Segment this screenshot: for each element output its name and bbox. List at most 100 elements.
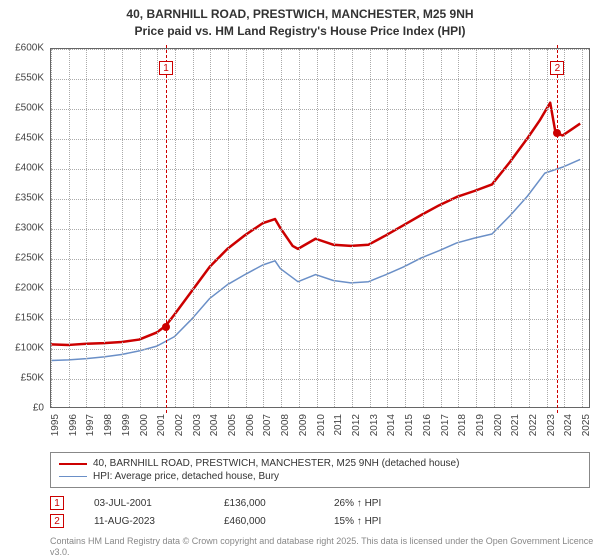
gridline-vertical <box>441 49 442 407</box>
event-price: £136,000 <box>224 498 304 509</box>
y-tick-label: £250K <box>15 253 44 264</box>
x-tick-label: 2017 <box>440 414 451 436</box>
x-tick-label: 1997 <box>85 414 96 436</box>
legend: 40, BARNHILL ROAD, PRESTWICH, MANCHESTER… <box>50 452 590 488</box>
x-tick-label: 2025 <box>581 414 592 436</box>
x-tick-label: 2006 <box>245 414 256 436</box>
x-tick-label: 2003 <box>192 414 203 436</box>
event-price: £460,000 <box>224 516 304 527</box>
x-tick-label: 2018 <box>457 414 468 436</box>
x-tick-label: 2016 <box>422 414 433 436</box>
gridline-vertical <box>193 49 194 407</box>
gridline-vertical <box>299 49 300 407</box>
event-marker-line <box>557 45 558 413</box>
x-tick-label: 1995 <box>50 414 61 436</box>
gridline-vertical <box>547 49 548 407</box>
legend-label: HPI: Average price, detached house, Bury <box>93 471 279 482</box>
gridline-vertical <box>564 49 565 407</box>
gridline-vertical <box>228 49 229 407</box>
y-tick-label: £500K <box>15 103 44 114</box>
gridline-vertical <box>370 49 371 407</box>
x-tick-label: 2000 <box>139 414 150 436</box>
event-date: 11-AUG-2023 <box>94 516 194 527</box>
gridline-horizontal <box>51 259 589 260</box>
x-tick-label: 2011 <box>333 414 344 436</box>
gridline-vertical <box>582 49 583 407</box>
event-marker-dot <box>553 129 561 137</box>
gridline-vertical <box>263 49 264 407</box>
gridline-vertical <box>423 49 424 407</box>
gridline-horizontal <box>51 199 589 200</box>
x-tick-label: 2020 <box>493 414 504 436</box>
event-table: 1 03-JUL-2001 £136,000 26% ↑ HPI 2 11-AUG-202… <box>50 494 590 530</box>
x-tick-label: 2009 <box>298 414 309 436</box>
event-row: 211-AUG-2023£460,00015% ↑ HPI <box>50 512 590 530</box>
x-tick-label: 2022 <box>528 414 539 436</box>
chart-title: 40, BARNHILL ROAD, PRESTWICH, MANCHESTER… <box>0 0 600 40</box>
x-tick-label: 2004 <box>209 414 220 436</box>
event-id-box: 2 <box>50 514 64 528</box>
gridline-vertical <box>175 49 176 407</box>
gridline-vertical <box>86 49 87 407</box>
gridline-vertical <box>494 49 495 407</box>
gridline-vertical <box>51 49 52 407</box>
x-tick-label: 2024 <box>563 414 574 436</box>
x-tick-label: 2019 <box>475 414 486 436</box>
legend-row: HPI: Average price, detached house, Bury <box>59 470 581 483</box>
gridline-vertical <box>69 49 70 407</box>
event-diff: 26% ↑ HPI <box>334 498 414 509</box>
y-tick-label: £100K <box>15 343 44 354</box>
y-tick-label: £350K <box>15 193 44 204</box>
gridline-vertical <box>476 49 477 407</box>
gridline-vertical <box>405 49 406 407</box>
chart-lines <box>51 49 589 407</box>
event-marker-box: 2 <box>550 61 564 75</box>
gridline-vertical <box>529 49 530 407</box>
gridline-vertical <box>122 49 123 407</box>
gridline-horizontal <box>51 109 589 110</box>
gridline-vertical <box>458 49 459 407</box>
y-tick-label: £450K <box>15 133 44 144</box>
y-tick-label: £0 <box>33 403 44 414</box>
title-line-2: Price paid vs. HM Land Registry's House … <box>0 23 600 40</box>
y-tick-label: £600K <box>15 43 44 54</box>
x-tick-label: 2010 <box>316 414 327 436</box>
gridline-vertical <box>246 49 247 407</box>
title-line-1: 40, BARNHILL ROAD, PRESTWICH, MANCHESTER… <box>0 6 600 23</box>
legend-swatch <box>59 463 87 465</box>
gridline-vertical <box>387 49 388 407</box>
y-tick-label: £200K <box>15 283 44 294</box>
x-tick-label: 1998 <box>103 414 114 436</box>
gridline-horizontal <box>51 289 589 290</box>
gridline-vertical <box>352 49 353 407</box>
x-tick-label: 2023 <box>546 414 557 436</box>
gridline-vertical <box>104 49 105 407</box>
event-row: 1 03-JUL-2001 £136,000 26% ↑ HPI <box>50 494 590 512</box>
x-tick-label: 2021 <box>510 414 521 436</box>
legend-row: 40, BARNHILL ROAD, PRESTWICH, MANCHESTER… <box>59 457 581 470</box>
legend-swatch <box>59 476 87 477</box>
y-tick-label: £300K <box>15 223 44 234</box>
event-date: 03-JUL-2001 <box>94 498 194 509</box>
y-tick-label: £150K <box>15 313 44 324</box>
event-id-box: 1 <box>50 496 64 510</box>
y-tick-label: £550K <box>15 73 44 84</box>
event-marker-dot <box>162 323 170 331</box>
x-tick-label: 2012 <box>351 414 362 436</box>
gridline-horizontal <box>51 79 589 80</box>
x-tick-label: 2001 <box>156 414 167 436</box>
x-tick-label: 2013 <box>369 414 380 436</box>
gridline-vertical <box>157 49 158 407</box>
gridline-vertical <box>281 49 282 407</box>
gridline-horizontal <box>51 379 589 380</box>
y-tick-label: £50K <box>21 373 44 384</box>
gridline-horizontal <box>51 229 589 230</box>
event-marker-line <box>166 45 167 413</box>
y-axis: £0£50K£100K£150K£200K£250K£300K£350K£400… <box>0 48 48 408</box>
x-axis: 1995199619971998199920002001200220032004… <box>50 410 590 450</box>
x-tick-label: 2005 <box>227 414 238 436</box>
chart-plot-area: 12 <box>50 48 590 408</box>
x-tick-label: 2002 <box>174 414 185 436</box>
x-tick-label: 2015 <box>404 414 415 436</box>
gridline-horizontal <box>51 49 589 50</box>
